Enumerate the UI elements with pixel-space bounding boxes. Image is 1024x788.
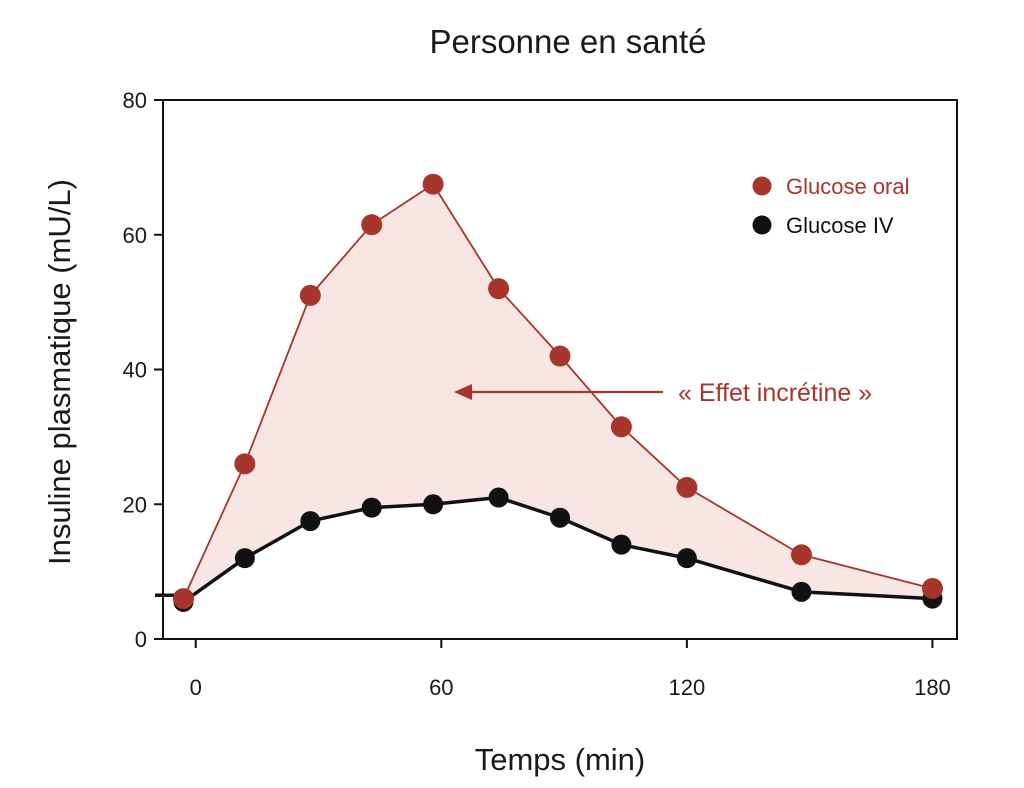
data-point-glucose-iv <box>611 534 632 555</box>
data-point-glucose-iv <box>234 548 255 569</box>
y-tick-label: 60 <box>123 223 147 248</box>
data-point-glucose-iv <box>676 548 697 569</box>
y-tick-label: 0 <box>135 627 147 652</box>
data-point-glucose-oral <box>549 345 571 367</box>
data-point-glucose-oral <box>299 284 321 306</box>
legend-marker <box>752 215 772 235</box>
axes-layer: 0 20 40 60 80 0 60 120 180 <box>123 88 958 700</box>
legend-label: Glucose oral <box>786 174 910 199</box>
x-tick-label: 180 <box>914 675 951 700</box>
data-point-glucose-oral <box>676 476 698 498</box>
data-point-glucose-oral <box>610 416 632 438</box>
legend-label: Glucose IV <box>786 213 894 238</box>
data-point-glucose-iv <box>488 487 509 508</box>
data-point-glucose-iv <box>361 497 382 518</box>
titles-layer: Personne en santé Temps (min) Insuline p… <box>42 23 707 777</box>
data-point-glucose-oral <box>361 214 383 236</box>
data-point-glucose-oral <box>234 453 256 475</box>
legend: Glucose oral Glucose IV <box>752 174 910 238</box>
data-point-glucose-oral <box>488 278 510 300</box>
data-point-glucose-iv <box>550 507 570 528</box>
x-tick-label: 120 <box>669 675 706 700</box>
data-point-glucose-oral <box>790 544 812 566</box>
data-point-glucose-iv <box>300 511 321 532</box>
legend-marker <box>752 176 772 196</box>
data-point-glucose-oral <box>921 577 943 599</box>
y-axis-title: Insuline plasmatique (mU/L) <box>42 179 77 565</box>
x-axis-title: Temps (min) <box>475 742 646 777</box>
x-tick-label: 0 <box>190 675 202 700</box>
y-tick-label: 40 <box>123 358 147 383</box>
data-point-glucose-oral <box>422 173 444 195</box>
annotation-layer: « Effet incrétine » <box>454 379 872 407</box>
data-point-glucose-oral <box>172 588 194 610</box>
data-point-glucose-iv <box>791 581 812 602</box>
y-tick-label: 80 <box>123 88 147 113</box>
annotation-arrow-head <box>454 384 472 400</box>
y-tick-label: 20 <box>123 492 147 517</box>
chart-title: Personne en santé <box>429 23 706 60</box>
x-tick-label: 60 <box>429 675 453 700</box>
series-layer <box>155 173 943 612</box>
data-point-glucose-iv <box>423 494 444 515</box>
annotation-label: « Effet incrétine » <box>678 379 872 407</box>
